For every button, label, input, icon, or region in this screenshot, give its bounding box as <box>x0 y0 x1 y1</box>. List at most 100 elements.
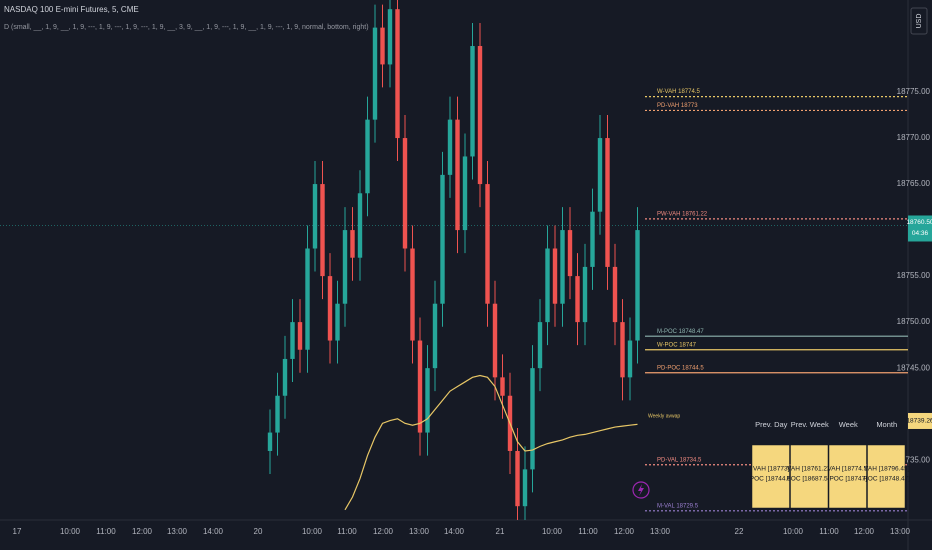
candle-body <box>582 266 588 323</box>
x-tick-label: 12:00 <box>132 527 153 536</box>
x-tick-label: 14:00 <box>203 527 224 536</box>
event-icon-bolt[interactable] <box>638 484 644 496</box>
candle-body <box>350 230 355 258</box>
y-tick-label: 18770.00 <box>897 133 931 142</box>
x-tick-label: 12:00 <box>854 527 875 536</box>
table-cell-text: VAH [18796.45] <box>864 466 910 473</box>
countdown-label: 04:36 <box>912 230 929 237</box>
candle-body <box>320 184 325 277</box>
x-tick-label: 10:00 <box>302 527 323 536</box>
y-tick-label: 18765.00 <box>897 179 931 188</box>
candle-body <box>305 248 310 350</box>
candle-body <box>470 46 475 157</box>
candle-body <box>312 184 318 249</box>
candle-body <box>567 230 573 277</box>
y-tick-label: 18735.00 <box>897 455 931 464</box>
table-cell-text: POC [18687.54] <box>786 476 833 483</box>
x-tick-label: 20 <box>254 527 263 536</box>
candle-body <box>597 138 603 212</box>
x-tick-label: 10:00 <box>542 527 563 536</box>
event-icon[interactable] <box>632 481 650 499</box>
candle-body <box>605 138 610 267</box>
x-tick-label: 11:00 <box>819 527 839 536</box>
x-tick-label: 22 <box>735 527 744 536</box>
table-header: Month <box>876 420 897 429</box>
vwap-price-box <box>908 412 932 429</box>
candle-body <box>357 193 363 258</box>
candle-body <box>545 248 550 323</box>
x-tick-label: 10:00 <box>783 527 804 536</box>
candle-body <box>492 303 498 378</box>
candle-body <box>552 248 558 304</box>
candle-body <box>477 46 483 185</box>
candle-body <box>485 184 490 304</box>
x-tick-label: 13:00 <box>409 527 430 536</box>
level-label: PD-VAH 18773 <box>657 103 698 109</box>
candle-body <box>395 9 400 139</box>
table-cell-text: POC [18747] <box>829 476 867 483</box>
candle-body <box>627 340 633 378</box>
chart-title: NASDAQ 100 E-mini Futures, 5, CME <box>4 5 139 14</box>
x-tick-label: 13:00 <box>650 527 671 536</box>
y-tick-label: 18745.00 <box>897 363 931 372</box>
x-tick-label: 12:00 <box>373 527 394 536</box>
x-tick-label: 21 <box>496 527 505 536</box>
table-cell-text: VAH [18773] <box>753 466 790 473</box>
x-tick-label: 11:00 <box>337 527 357 536</box>
x-tick-label: 11:00 <box>96 527 116 536</box>
x-tick-label: 13:00 <box>167 527 188 536</box>
candle-body <box>500 377 505 396</box>
y-tick-label: 18755.00 <box>897 271 931 280</box>
candle-body <box>387 9 393 65</box>
vwap-line <box>344 374 638 511</box>
candle-body <box>515 450 520 507</box>
level-label: M-POC 18748.47 <box>657 329 704 335</box>
plot-area: W-VAH 18774.5 PD-VAH 18773 PW-VAH 18761.22… <box>0 0 908 520</box>
x-tick-label: 11:00 <box>578 527 598 536</box>
currency-button[interactable] <box>910 7 928 35</box>
x-tick-label: 10:00 <box>60 527 81 536</box>
table-header-cell <box>790 413 829 437</box>
table-cell <box>790 444 829 509</box>
table-header: Week <box>839 420 858 429</box>
candle-body <box>267 432 273 451</box>
candle-body <box>282 358 288 396</box>
candle-body <box>380 27 385 65</box>
candle-body <box>560 230 565 304</box>
indicator-settings: D (small, __, 1, 9, __, 1, 9, ---, 1, 9,… <box>4 24 369 31</box>
candle-body <box>297 322 303 350</box>
candle-body <box>342 230 348 304</box>
candle-body <box>402 138 408 249</box>
candle-body <box>522 469 528 507</box>
level-label: W-POC 18747 <box>657 342 697 348</box>
level-label: PW-VAH 18761.22 <box>657 211 708 217</box>
x-tick-label: 14:00 <box>444 527 465 536</box>
table-header-cell <box>867 413 906 437</box>
table-cell <box>751 444 790 509</box>
x-tick-label: 17 <box>13 527 22 536</box>
candle-body <box>425 368 430 433</box>
candle-body <box>432 303 438 369</box>
table-header-cell <box>829 413 868 437</box>
level-label: PD-POC 18744.5 <box>657 365 704 371</box>
table-header-cell <box>752 413 791 437</box>
candle-body <box>440 174 445 304</box>
candle-body <box>537 322 543 369</box>
candle-body <box>635 230 640 341</box>
candle-body <box>417 340 423 433</box>
candle-body <box>327 276 333 341</box>
vwap-price-label: 18739.26 <box>906 418 932 425</box>
candle-body <box>590 211 595 267</box>
candle-body <box>335 303 340 341</box>
candle-body <box>620 322 625 378</box>
table-cell-text: VAH [18774.5] <box>827 466 869 473</box>
last-price-box <box>908 215 932 242</box>
vwap-label: Weekly avwap <box>648 414 680 420</box>
table-cell-text: VAH [18761.22] <box>787 466 833 473</box>
candle-body <box>365 119 370 194</box>
currency-label[interactable]: USD <box>916 14 923 29</box>
y-tick-label: 18750.00 <box>897 317 931 326</box>
candle-body <box>530 368 535 470</box>
